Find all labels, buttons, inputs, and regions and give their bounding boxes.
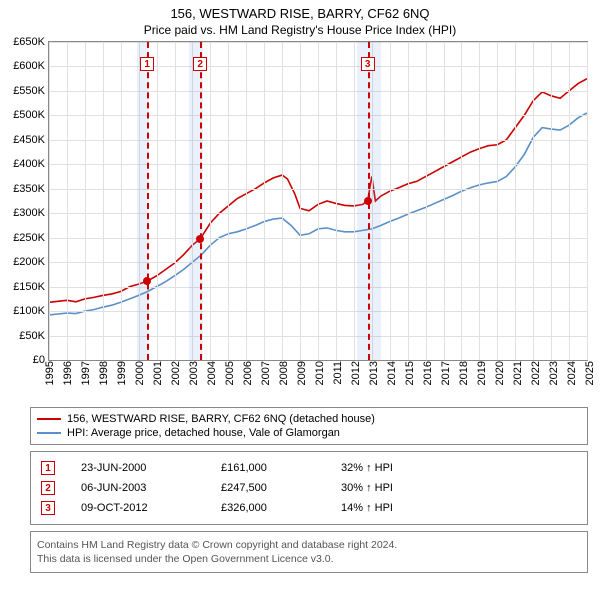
x-tick-label: 2013 (368, 361, 380, 385)
legend-box: 156, WESTWARD RISE, BARRY, CF62 6NQ (det… (30, 407, 588, 445)
x-tick-label: 2024 (566, 361, 578, 385)
event-marker: 2 (41, 481, 55, 495)
events-box: 1 23-JUN-2000£161,00032% ↑ HPI 2 06-JUN-200… (30, 451, 588, 525)
x-tick-label: 2023 (548, 361, 560, 385)
y-tick-label: £300K (13, 207, 45, 219)
x-axis-labels: 1995199619971998199920002001200220032004… (48, 41, 588, 401)
x-tick-label: 1998 (98, 361, 110, 385)
legend-swatch (37, 418, 61, 420)
event-price: £247,500 (217, 478, 337, 498)
x-tick-label: 2021 (512, 361, 524, 385)
y-tick-label: £50K (19, 330, 45, 342)
chart-title: 156, WESTWARD RISE, BARRY, CF62 6NQ (0, 0, 600, 21)
x-tick-label: 2000 (134, 361, 146, 385)
event-row: 3 09-OCT-2012£326,00014% ↑ HPI (37, 498, 581, 518)
legend-row: 156, WESTWARD RISE, BARRY, CF62 6NQ (det… (37, 412, 581, 426)
x-tick-label: 2002 (170, 361, 182, 385)
event-marker: 3 (41, 501, 55, 515)
event-date: 09-OCT-2012 (77, 498, 217, 518)
event-date: 23-JUN-2000 (77, 458, 217, 478)
x-tick-label: 2005 (224, 361, 236, 385)
x-tick-label: 2012 (350, 361, 362, 385)
chart-container: 156, WESTWARD RISE, BARRY, CF62 6NQ Pric… (0, 0, 600, 590)
x-tick-label: 2025 (584, 361, 596, 385)
y-tick-label: £500K (13, 109, 45, 121)
x-tick-label: 2022 (530, 361, 542, 385)
y-tick-label: £650K (13, 36, 45, 48)
x-tick-label: 2015 (404, 361, 416, 385)
footer-line1: Contains HM Land Registry data © Crown c… (37, 538, 581, 552)
x-tick-label: 2001 (152, 361, 164, 385)
event-date: 06-JUN-2003 (77, 478, 217, 498)
x-tick-label: 2007 (260, 361, 272, 385)
legend-swatch (37, 432, 61, 434)
events-table: 1 23-JUN-2000£161,00032% ↑ HPI 2 06-JUN-200… (37, 458, 581, 518)
x-tick-label: 1999 (116, 361, 128, 385)
y-tick-label: £100K (13, 305, 45, 317)
x-tick-label: 1995 (44, 361, 56, 385)
x-tick-label: 1997 (80, 361, 92, 385)
event-price: £161,000 (217, 458, 337, 478)
legend-label: HPI: Average price, detached house, Vale… (67, 427, 340, 439)
event-marker: 1 (41, 461, 55, 475)
x-tick-label: 2016 (422, 361, 434, 385)
y-tick-label: £250K (13, 232, 45, 244)
x-tick-label: 2011 (332, 361, 344, 385)
event-row: 1 23-JUN-2000£161,00032% ↑ HPI (37, 458, 581, 478)
x-tick-label: 2006 (242, 361, 254, 385)
y-tick-label: £550K (13, 85, 45, 97)
footer-box: Contains HM Land Registry data © Crown c… (30, 531, 588, 573)
chart-subtitle: Price paid vs. HM Land Registry's House … (0, 21, 600, 41)
legend-label: 156, WESTWARD RISE, BARRY, CF62 6NQ (det… (67, 413, 375, 425)
x-tick-label: 2008 (278, 361, 290, 385)
event-row: 2 06-JUN-2003£247,50030% ↑ HPI (37, 478, 581, 498)
y-tick-label: £150K (13, 281, 45, 293)
footer-line2: This data is licensed under the Open Gov… (37, 552, 581, 566)
y-tick-label: £450K (13, 134, 45, 146)
x-tick-label: 2003 (188, 361, 200, 385)
event-price: £326,000 (217, 498, 337, 518)
chart-area: £0£50K£100K£150K£200K£250K£300K£350K£400… (48, 41, 588, 401)
x-tick-label: 2010 (314, 361, 326, 385)
x-tick-label: 1996 (62, 361, 74, 385)
x-tick-label: 2017 (440, 361, 452, 385)
y-tick-label: £350K (13, 183, 45, 195)
x-tick-label: 2020 (494, 361, 506, 385)
event-delta: 30% ↑ HPI (337, 478, 581, 498)
event-delta: 32% ↑ HPI (337, 458, 581, 478)
x-tick-label: 2014 (386, 361, 398, 385)
x-tick-label: 2004 (206, 361, 218, 385)
event-delta: 14% ↑ HPI (337, 498, 581, 518)
legend-row: HPI: Average price, detached house, Vale… (37, 426, 581, 440)
x-tick-label: 2018 (458, 361, 470, 385)
y-tick-label: £600K (13, 60, 45, 72)
y-tick-label: £200K (13, 256, 45, 268)
x-tick-label: 2019 (476, 361, 488, 385)
y-tick-label: £400K (13, 158, 45, 170)
x-tick-label: 2009 (296, 361, 308, 385)
